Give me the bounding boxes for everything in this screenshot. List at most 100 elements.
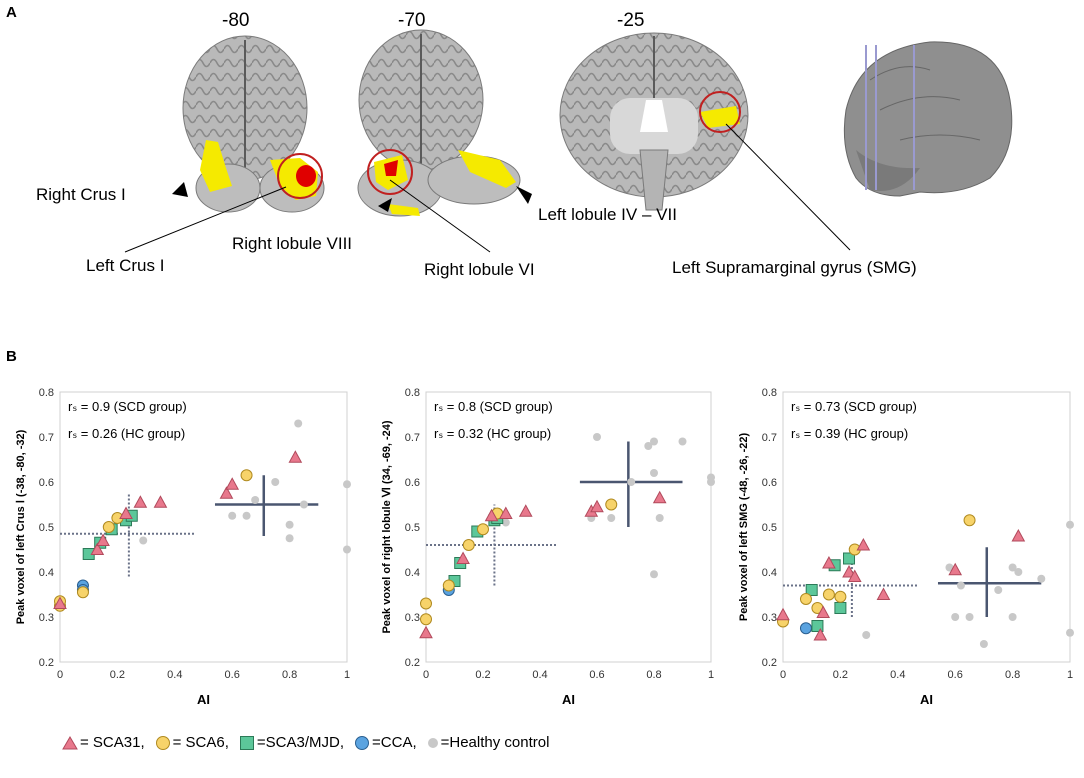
scatter-chart-3: 0.20.30.40.50.60.70.80 0.2 0.4 0.6 0.8 1AIPea… <box>738 387 1074 707</box>
legend-sca31: = SCA31, <box>62 734 145 751</box>
point-healthy-control <box>294 419 303 428</box>
peak-right-lobule-vi <box>384 160 398 176</box>
correlation-annotation: rₛ = 0.9 (SCD group) <box>68 399 187 414</box>
legend-hc: =Healthy control <box>427 734 550 751</box>
highlight-circle-2 <box>367 149 413 195</box>
point-sca31 <box>518 504 533 517</box>
y-tick-label: 0.8 <box>39 387 54 399</box>
x-axis-label: AI <box>920 692 933 707</box>
point-sca31 <box>153 495 168 508</box>
cluster-left-lobule-iv-vii <box>458 150 516 188</box>
point-healthy-control <box>979 640 988 648</box>
point-healthy-control <box>1037 574 1046 583</box>
point-healthy-control <box>139 536 148 545</box>
circle-marker-icon <box>155 735 170 750</box>
point-healthy-control <box>1066 628 1074 637</box>
cluster-left-smg <box>700 106 740 128</box>
point-sca31 <box>816 605 831 618</box>
label-pointers <box>124 123 851 253</box>
point-healthy-control <box>228 511 237 520</box>
correlation-annotation: rₛ = 0.8 (SCD group) <box>434 399 553 414</box>
point-sca3-mjd <box>834 602 847 614</box>
point-sca31 <box>484 508 499 522</box>
y-tick-label: 0.7 <box>762 432 777 444</box>
point-healthy-control <box>299 500 308 509</box>
x-tick-label: 0.2 <box>110 669 125 681</box>
point-sca31 <box>842 564 856 578</box>
point-sca6 <box>102 521 115 533</box>
y-tick-label: 0.5 <box>762 522 777 534</box>
legend-sca31-label: = SCA31, <box>80 734 145 751</box>
triangle-marker-icon <box>62 735 78 749</box>
point-sca31 <box>948 562 963 576</box>
x-tick-label: 0.8 <box>1005 669 1020 681</box>
point-healthy-control <box>1066 520 1074 529</box>
brain-slices-figure <box>124 29 1013 253</box>
cluster-right-crus-i <box>200 140 232 192</box>
label-right-lobule-vi: Right lobule VI <box>424 260 535 279</box>
label-right-crus-i: Right Crus I <box>36 185 126 204</box>
y-tick-label: 0.3 <box>762 612 777 624</box>
point-healthy-control <box>343 545 351 554</box>
panel-b-letter: B <box>6 348 17 365</box>
point-healthy-control <box>251 496 260 504</box>
legend-sca6-label: = SCA6, <box>172 734 229 751</box>
point-sca31 <box>133 495 148 508</box>
point-sca31 <box>219 486 234 499</box>
slice-label-1: -80 <box>222 10 250 31</box>
point-healthy-control <box>862 631 871 639</box>
scatter-chart-1: 0.20.30.40.50.60.70.80 0.2 0.4 0.6 0.8 1AIPea… <box>15 387 351 707</box>
point-healthy-control <box>1014 568 1023 576</box>
slice-label-3: -25 <box>617 10 645 31</box>
coronal-slice-minus25 <box>559 32 749 211</box>
legend-hc-label: =Healthy control <box>440 734 550 751</box>
point-healthy-control <box>707 478 715 486</box>
y-axis-label: Peak voxel of right lobule Ⅵ (34, -69, -… <box>381 420 393 633</box>
point-sca31 <box>822 555 836 569</box>
x-tick-label: 0.6 <box>225 669 240 681</box>
point-healthy-control <box>1008 563 1017 572</box>
point-healthy-control <box>627 478 636 486</box>
point-sca6 <box>442 579 455 592</box>
point-healthy-control <box>650 469 658 477</box>
point-sca31 <box>456 551 470 564</box>
point-healthy-control <box>242 511 251 520</box>
point-sca31 <box>876 587 891 600</box>
y-tick-label: 0.5 <box>39 522 54 534</box>
legend: = SCA31, = SCA6, =SCA3/MJD, =CCA, =Healt… <box>62 734 551 751</box>
y-tick-label: 0.5 <box>405 522 420 534</box>
circle-marker-icon <box>355 735 370 750</box>
label-left-smg: Left Supramarginal gyrus (SMG) <box>672 258 917 277</box>
point-sca3-mjd <box>843 552 856 565</box>
point-healthy-control <box>607 514 616 522</box>
dot-marker-icon <box>427 737 438 748</box>
correlation-annotation: rₛ = 0.39 (HC group) <box>791 426 908 441</box>
label-left-lobule-iv-vii: Left lobule IV – VII <box>538 205 677 224</box>
point-sca31 <box>652 490 667 504</box>
x-tick-label: 0.8 <box>282 669 297 681</box>
highlight-circle-3 <box>699 91 741 133</box>
point-healthy-control <box>285 534 294 543</box>
point-healthy-control <box>271 478 280 486</box>
point-healthy-control <box>945 563 954 572</box>
point-healthy-control <box>655 514 664 522</box>
point-sca6 <box>822 588 835 601</box>
point-healthy-control <box>501 518 510 527</box>
point-sca31 <box>225 477 240 490</box>
legend-sca6: = SCA6, <box>155 734 229 751</box>
correlation-annotation: rₛ = 0.73 (SCD group) <box>791 399 917 414</box>
label-right-lobule-viii: Right lobule VIII <box>232 234 353 253</box>
x-tick-label: 1 <box>344 669 350 681</box>
correlation-annotation: rₛ = 0.26 (HC group) <box>68 426 185 441</box>
point-sca31 <box>419 625 433 639</box>
label-left-crus-i: Left Crus I <box>86 256 165 275</box>
point-sca31 <box>1011 528 1026 542</box>
y-tick-label: 0.7 <box>39 432 54 444</box>
legend-cca-label: =CCA, <box>372 734 417 751</box>
legend-sca3: =SCA3/MJD, <box>239 734 344 751</box>
legend-cca: =CCA, <box>354 734 417 751</box>
point-sca6 <box>462 539 475 551</box>
point-sca6 <box>477 523 489 536</box>
x-tick-label: 0.2 <box>833 669 848 681</box>
x-tick-label: 1 <box>1067 669 1073 681</box>
